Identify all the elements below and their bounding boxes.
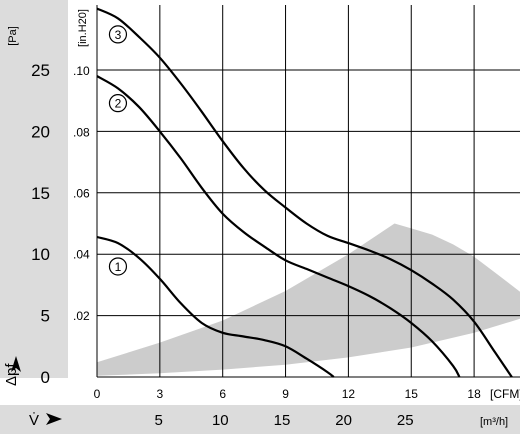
cfm-tick-label: 15 bbox=[405, 387, 419, 401]
pa-unit-label: [Pa] bbox=[7, 26, 19, 46]
curve-label-circle bbox=[108, 25, 128, 44]
cfm-tick-label: 9 bbox=[282, 387, 289, 401]
inh2o-tick-label: .04 bbox=[73, 248, 90, 262]
pa-tick-labels: 0 5 10 15 20 25 bbox=[31, 61, 50, 387]
cfm-tick-label: 6 bbox=[219, 387, 226, 401]
cfm-tick-label: 3 bbox=[157, 387, 164, 401]
y-axis-symbol: Δpf bbox=[3, 363, 20, 386]
inh2o-tick-label: .08 bbox=[73, 125, 90, 139]
grid-layer bbox=[96, 5, 520, 378]
inh2o-unit-label: [in.H20] bbox=[77, 9, 89, 47]
curve-label-1: 1 bbox=[115, 260, 122, 274]
m3h-tick-label: 20 bbox=[335, 412, 352, 429]
y-axis-arrow bbox=[11, 356, 21, 372]
curve-label-2: 2 bbox=[115, 97, 122, 111]
m3h-tick-labels: 5 10 15 20 25 bbox=[154, 412, 413, 429]
x-axis-symbol: V̇ bbox=[29, 412, 39, 429]
m3h-tick-label: 5 bbox=[154, 412, 162, 429]
operating-area bbox=[97, 223, 520, 376]
inh2o-tick-labels: .02 .04 .06 .08 .10 bbox=[73, 64, 90, 323]
x-axis-arrow bbox=[46, 413, 62, 425]
pa-tick-label: 20 bbox=[31, 122, 50, 141]
cfm-tick-label: 18 bbox=[467, 387, 481, 401]
m3h-tick-label: 15 bbox=[274, 412, 291, 429]
pa-tick-label: 10 bbox=[31, 245, 50, 264]
cfm-tick-label: 12 bbox=[342, 387, 356, 401]
pa-tick-label: 15 bbox=[31, 184, 50, 203]
inh2o-tick-label: .02 bbox=[73, 309, 90, 323]
curve-label-3: 3 bbox=[115, 28, 122, 42]
fan-curve-3 bbox=[96, 7, 513, 378]
fan-curve-1 bbox=[96, 235, 335, 378]
pa-tick-label: 25 bbox=[31, 61, 50, 80]
curve-label-circle bbox=[108, 94, 128, 113]
cfm-unit-label: [CFM] bbox=[490, 387, 520, 401]
m3h-tick-label: 25 bbox=[397, 412, 414, 429]
curve-label-circle bbox=[108, 257, 128, 276]
inh2o-tick-label: .06 bbox=[73, 186, 90, 200]
curve-label-layer: 1 2 3 bbox=[108, 25, 128, 276]
pa-tick-label: 0 bbox=[41, 368, 50, 387]
inh2o-tick-label: .10 bbox=[73, 64, 90, 78]
cfm-tick-labels: 0 3 6 9 12 15 18 bbox=[94, 387, 481, 401]
m3h-tick-label: 10 bbox=[212, 412, 229, 429]
cfm-tick-label: 0 bbox=[94, 387, 101, 401]
m3h-unit-label: [m³/h] bbox=[480, 416, 508, 428]
fan-curve-2 bbox=[96, 75, 461, 378]
left-axis-band bbox=[0, 0, 68, 378]
curve-layer bbox=[96, 7, 513, 378]
bottom-axis-band bbox=[0, 405, 520, 434]
pa-tick-label: 5 bbox=[41, 307, 50, 326]
operating-area-layer bbox=[97, 223, 520, 376]
